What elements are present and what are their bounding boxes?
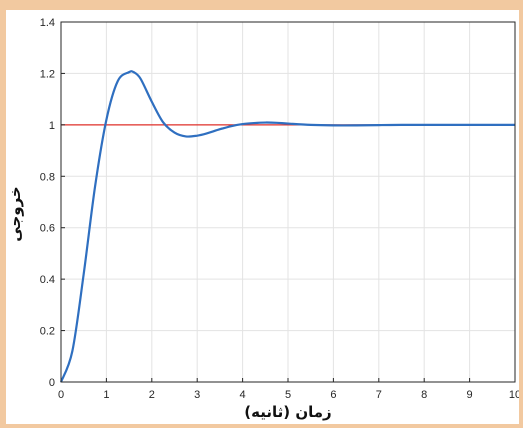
y-axis-title: خروجی	[6, 186, 24, 241]
y-tick-label: 0.6	[40, 223, 55, 235]
x-tick-label: 6	[330, 389, 336, 401]
y-tick-label: 0	[49, 377, 55, 389]
chart-panel: 0 1 2 3 4 5 6 7 8 9 10 0 0.2 0.4 0.6 0.8 1 1.2 1.4 زمان (ث…	[6, 10, 519, 424]
y-tick-label: 1	[49, 120, 55, 132]
y-tick-label: 0.2	[40, 326, 55, 338]
x-tick-label: 3	[194, 389, 200, 401]
series-layer	[59, 70, 515, 383]
x-tick-label: 2	[149, 389, 155, 401]
y-tick-label: 1.4	[40, 17, 55, 29]
y-tick-label: 0.8	[40, 171, 55, 183]
x-tick-label: 9	[467, 389, 473, 401]
step-response-chart: 0 1 2 3 4 5 6 7 8 9 10 0 0.2 0.4 0.6 0.8 1 1.2 1.4 زمان (ث…	[6, 17, 519, 421]
grid	[60, 21, 516, 383]
x-tick-label: 0	[58, 389, 64, 401]
x-tick-label: 10	[509, 389, 519, 401]
x-tick-label: 8	[421, 389, 427, 401]
x-tick-label: 7	[376, 389, 382, 401]
x-tick-label: 5	[285, 389, 291, 401]
ticks: 0 1 2 3 4 5 6 7 8 9 10 0 0.2 0.4 0.6 0.8 1 1.2 1.4	[40, 17, 519, 401]
x-tick-label: 1	[103, 389, 109, 401]
y-tick-label: 1.2	[40, 68, 55, 80]
x-axis-title: زمان (ثانیه)	[244, 403, 331, 421]
step-response-line	[59, 70, 515, 383]
y-tick-label: 0.4	[40, 274, 55, 286]
x-tick-label: 4	[240, 389, 246, 401]
